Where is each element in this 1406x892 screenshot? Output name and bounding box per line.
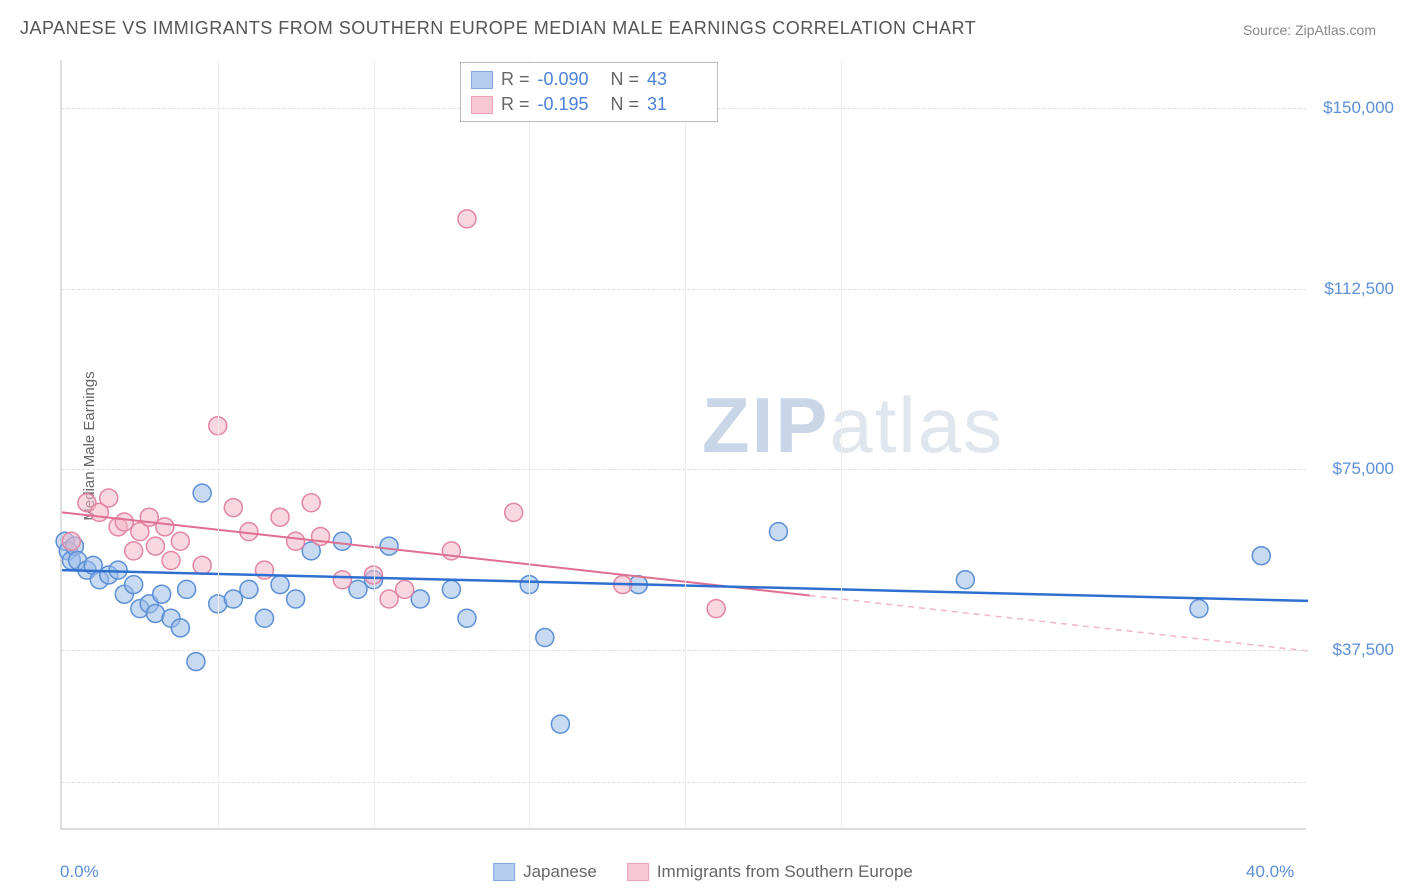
minor-vline — [841, 60, 842, 828]
gridline — [62, 469, 1306, 470]
data-point — [255, 609, 273, 627]
data-point — [442, 580, 460, 598]
y-tick-label: $112,500 — [1324, 279, 1394, 299]
data-point — [287, 532, 305, 550]
y-tick-label: $37,500 — [1333, 640, 1394, 660]
data-point — [349, 580, 367, 598]
legend-r-value-2: -0.195 — [538, 94, 598, 115]
data-point — [1252, 547, 1270, 565]
chart-svg — [62, 60, 1306, 828]
legend-swatch-2 — [471, 96, 493, 114]
legend-bottom-label-2: Immigrants from Southern Europe — [657, 862, 913, 882]
data-point — [224, 499, 242, 517]
data-point — [707, 600, 725, 618]
y-tick-label: $150,000 — [1323, 98, 1394, 118]
trend-line — [810, 596, 1308, 651]
legend-n-value-2: 31 — [647, 94, 707, 115]
legend-r-value-1: -0.090 — [538, 69, 598, 90]
legend-swatch-1 — [471, 71, 493, 89]
data-point — [125, 542, 143, 560]
data-point — [458, 609, 476, 627]
data-point — [956, 571, 974, 589]
series-legend: Japanese Immigrants from Southern Europe — [493, 862, 913, 882]
legend-item-2: Immigrants from Southern Europe — [627, 862, 913, 882]
data-point — [100, 489, 118, 507]
data-point — [115, 513, 133, 531]
legend-r-label-2: R = — [501, 94, 530, 115]
legend-item-1: Japanese — [493, 862, 597, 882]
minor-vline — [374, 60, 375, 828]
data-point — [156, 518, 174, 536]
legend-row-series-2: R = -0.195 N = 31 — [471, 92, 707, 117]
data-point — [536, 629, 554, 647]
x-tick-label: 0.0% — [60, 862, 99, 882]
gridline — [62, 782, 1306, 783]
data-point — [287, 590, 305, 608]
x-tick-label: 40.0% — [1246, 862, 1294, 882]
data-point — [1190, 600, 1208, 618]
minor-vline — [685, 60, 686, 828]
data-point — [62, 532, 80, 550]
y-tick-label: $75,000 — [1333, 459, 1394, 479]
data-point — [193, 556, 211, 574]
data-point — [505, 503, 523, 521]
legend-r-label-1: R = — [501, 69, 530, 90]
data-point — [271, 508, 289, 526]
data-point — [333, 532, 351, 550]
minor-vline — [529, 60, 530, 828]
chart-plot-area: ZIPatlas — [60, 60, 1306, 830]
data-point — [224, 590, 242, 608]
data-point — [125, 576, 143, 594]
legend-bottom-label-1: Japanese — [523, 862, 597, 882]
data-point — [178, 580, 196, 598]
data-point — [411, 590, 429, 608]
data-point — [171, 619, 189, 637]
data-point — [551, 715, 569, 733]
chart-title: JAPANESE VS IMMIGRANTS FROM SOUTHERN EUR… — [20, 18, 976, 39]
legend-bottom-swatch-1 — [493, 863, 515, 881]
data-point — [271, 576, 289, 594]
data-point — [380, 537, 398, 555]
data-point — [146, 537, 164, 555]
data-point — [187, 653, 205, 671]
minor-vline — [218, 60, 219, 828]
correlation-legend: R = -0.090 N = 43 R = -0.195 N = 31 — [460, 62, 718, 122]
legend-n-label-2: N = — [606, 94, 640, 115]
data-point — [153, 585, 171, 603]
data-point — [396, 580, 414, 598]
data-point — [302, 494, 320, 512]
gridline — [62, 289, 1306, 290]
data-point — [162, 552, 180, 570]
source-attribution: Source: ZipAtlas.com — [1243, 22, 1376, 38]
legend-n-value-1: 43 — [647, 69, 707, 90]
data-point — [769, 523, 787, 541]
data-point — [171, 532, 189, 550]
legend-n-label-1: N = — [606, 69, 640, 90]
legend-bottom-swatch-2 — [627, 863, 649, 881]
data-point — [193, 484, 211, 502]
data-point — [333, 571, 351, 589]
gridline — [62, 650, 1306, 651]
data-point — [240, 580, 258, 598]
data-point — [380, 590, 398, 608]
data-point — [458, 210, 476, 228]
legend-row-series-1: R = -0.090 N = 43 — [471, 67, 707, 92]
